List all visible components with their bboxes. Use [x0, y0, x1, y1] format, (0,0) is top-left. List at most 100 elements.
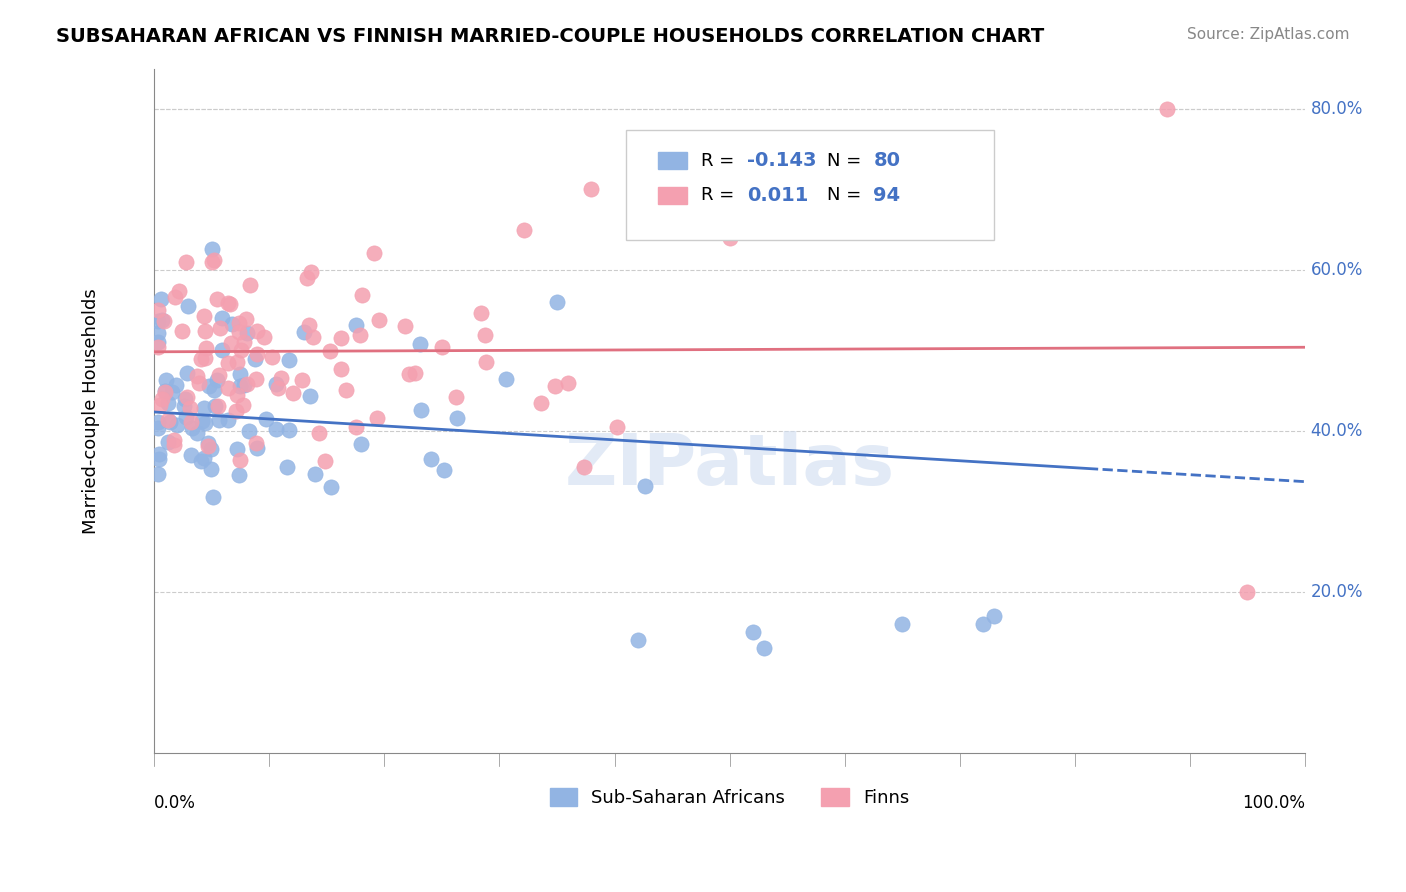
- Point: [330, 362, 353, 376]
- Point: [156, 395, 179, 409]
- Text: 100.0%: 100.0%: [1241, 794, 1305, 812]
- Point: [856, 198, 879, 212]
- Point: [350, 437, 373, 451]
- Point: [190, 352, 212, 367]
- Point: [295, 270, 318, 285]
- Point: [546, 295, 568, 310]
- Text: 0.011: 0.011: [747, 186, 808, 204]
- Point: [201, 242, 224, 256]
- Point: [304, 467, 326, 481]
- Point: [190, 454, 212, 468]
- Text: 40.0%: 40.0%: [1310, 422, 1362, 440]
- Point: [291, 373, 314, 387]
- Point: [776, 214, 799, 228]
- Point: [229, 379, 252, 393]
- Point: [174, 255, 197, 269]
- Point: [232, 334, 254, 349]
- Point: [433, 463, 456, 477]
- Text: R =: R =: [700, 152, 740, 169]
- Point: [299, 265, 322, 279]
- Text: R =: R =: [700, 186, 740, 204]
- Point: [193, 450, 215, 465]
- Point: [155, 384, 177, 398]
- Point: [150, 392, 173, 406]
- Point: [352, 288, 374, 302]
- Point: [166, 417, 188, 432]
- Point: [200, 462, 222, 476]
- Point: [146, 326, 169, 340]
- Point: [217, 381, 239, 395]
- Point: [197, 439, 219, 453]
- Point: [209, 320, 232, 334]
- Point: [301, 330, 323, 344]
- Point: [318, 343, 340, 358]
- Point: [891, 616, 914, 631]
- Point: [217, 413, 239, 427]
- Point: [153, 385, 176, 400]
- Point: [1156, 102, 1178, 116]
- Point: [277, 352, 299, 367]
- Point: [163, 290, 186, 304]
- Point: [513, 223, 536, 237]
- Point: [163, 434, 186, 448]
- Point: [200, 442, 222, 457]
- Point: [228, 468, 250, 483]
- Point: [366, 411, 388, 425]
- Point: [180, 449, 202, 463]
- Point: [572, 459, 595, 474]
- Point: [292, 326, 315, 340]
- Point: [363, 246, 385, 260]
- Point: [186, 368, 208, 383]
- Point: [228, 325, 250, 339]
- Text: 20.0%: 20.0%: [1310, 582, 1364, 600]
- Legend: Sub-Saharan Africans, Finns: Sub-Saharan Africans, Finns: [543, 780, 917, 814]
- Point: [211, 310, 233, 325]
- Point: [308, 426, 330, 441]
- Point: [186, 425, 208, 440]
- Point: [197, 436, 219, 450]
- Point: [193, 401, 215, 415]
- Point: [264, 422, 287, 436]
- Point: [404, 366, 426, 380]
- Point: [444, 390, 467, 404]
- Point: [530, 395, 553, 409]
- Point: [226, 442, 249, 457]
- Text: ZIPatlas: ZIPatlas: [565, 431, 894, 500]
- Point: [495, 372, 517, 386]
- Point: [718, 230, 741, 244]
- Text: -0.143: -0.143: [747, 152, 817, 170]
- Point: [474, 328, 496, 343]
- Text: 60.0%: 60.0%: [1310, 260, 1362, 279]
- Text: SUBSAHARAN AFRICAN VS FINNISH MARRIED-COUPLE HOUSEHOLDS CORRELATION CHART: SUBSAHARAN AFRICAN VS FINNISH MARRIED-CO…: [56, 27, 1045, 45]
- Point: [194, 416, 217, 430]
- Point: [194, 324, 217, 338]
- Point: [277, 423, 299, 437]
- Point: [146, 303, 169, 318]
- Point: [335, 383, 357, 397]
- Point: [245, 372, 267, 386]
- Point: [176, 366, 198, 380]
- Point: [228, 316, 250, 330]
- Point: [205, 292, 228, 306]
- Point: [219, 297, 242, 311]
- Point: [319, 480, 342, 494]
- Point: [470, 306, 492, 320]
- Point: [146, 335, 169, 350]
- Point: [194, 351, 217, 365]
- Point: [344, 420, 367, 434]
- Point: [243, 351, 266, 366]
- Point: [245, 324, 267, 338]
- Point: [329, 331, 352, 345]
- Point: [626, 174, 648, 188]
- Point: [225, 404, 247, 418]
- Point: [419, 452, 441, 467]
- Point: [314, 454, 336, 468]
- Point: [170, 324, 193, 338]
- Point: [254, 412, 277, 426]
- Point: [283, 386, 305, 401]
- Text: 94: 94: [873, 186, 901, 204]
- Point: [983, 608, 1005, 623]
- Point: [298, 318, 321, 333]
- Point: [207, 368, 229, 382]
- Point: [217, 356, 239, 370]
